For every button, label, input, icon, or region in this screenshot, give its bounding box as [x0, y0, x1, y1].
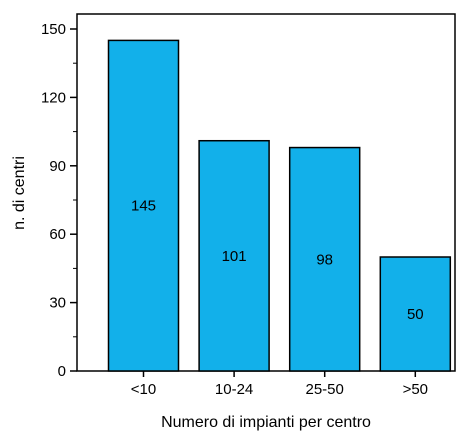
x-axis: <10 10-24 25-50 >50	[131, 371, 428, 398]
y-axis-title: n. di centri	[11, 156, 28, 230]
x-axis-title: Numero di impianti per centro	[161, 414, 371, 431]
x-tick-label: <10	[131, 381, 156, 398]
x-tick-label: 10-24	[215, 381, 253, 398]
y-tick-label: 120	[41, 89, 66, 106]
bar-value-label: 98	[316, 251, 333, 268]
y-tick-label: 60	[49, 226, 66, 243]
bars: 145 101 98 50	[107, 39, 452, 372]
y-tick-label: 0	[58, 363, 66, 380]
bar-value-label: 101	[222, 248, 247, 265]
bar	[379, 256, 452, 372]
bar	[107, 39, 180, 372]
bar	[198, 139, 270, 372]
bar-value-label: 145	[131, 198, 156, 215]
x-tick-label: >50	[403, 381, 428, 398]
y-tick-label: 90	[49, 158, 66, 175]
y-axis: 0 30 60 90 120 150	[41, 21, 77, 380]
bar-value-label: 50	[407, 306, 424, 323]
y-tick-label: 150	[41, 21, 66, 38]
bar	[288, 146, 361, 372]
y-tick-label: 30	[49, 295, 66, 312]
x-tick-label: 25-50	[306, 381, 344, 398]
